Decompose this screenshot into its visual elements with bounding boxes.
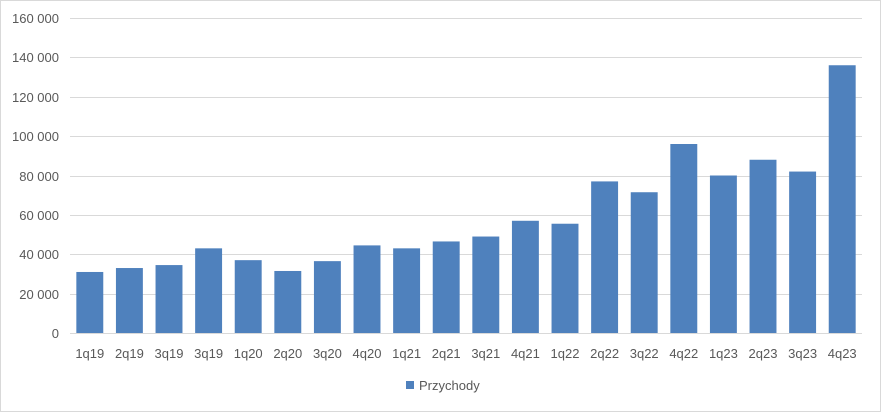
bar-1q21 — [393, 248, 421, 333]
x-tick-label: 3q19 — [194, 346, 223, 361]
y-tick-label: 60 000 — [19, 208, 59, 223]
y-tick-label: 120 000 — [12, 90, 59, 105]
gridlines — [70, 18, 862, 295]
x-tick-label: 4q22 — [669, 346, 698, 361]
bar-4q23 — [828, 65, 856, 333]
legend: Przychody — [406, 378, 480, 393]
y-tick-label: 140 000 — [12, 50, 59, 65]
x-tick-label: 2q21 — [432, 346, 461, 361]
bar-4q22 — [670, 144, 698, 333]
bar-3q23 — [789, 171, 817, 333]
legend-swatch — [406, 381, 414, 389]
bar-1q22 — [551, 223, 579, 333]
x-tick-label: 4q20 — [353, 346, 382, 361]
x-tick-label: 3q20 — [313, 346, 342, 361]
x-tick-label: 1q23 — [709, 346, 738, 361]
x-tick-label: 3q22 — [630, 346, 659, 361]
x-tick-label: 2q20 — [273, 346, 302, 361]
y-tick-label: 160 000 — [12, 11, 59, 26]
bar-2q22 — [591, 181, 619, 333]
y-tick-label: 20 000 — [19, 287, 59, 302]
x-axis-labels: 1q19 2q19 3q19 3q19 1q20 2q20 3q20 4q20 1q21 2q21… — [75, 346, 856, 361]
bar-2q20 — [274, 270, 302, 333]
y-tick-label: 80 000 — [19, 169, 59, 184]
bar-1q20 — [234, 260, 262, 333]
x-tick-label: 2q22 — [590, 346, 619, 361]
x-tick-label: 3q19 — [155, 346, 184, 361]
bar-4q20 — [353, 245, 381, 333]
bar-3q21 — [472, 236, 500, 333]
x-tick-label: 1q20 — [234, 346, 263, 361]
x-tick-label: 1q21 — [392, 346, 421, 361]
bar-3q20 — [313, 261, 341, 333]
bars — [76, 65, 856, 333]
y-axis-labels: 0 20 000 40 000 60 000 80 000 100 000 120 000 1… — [12, 11, 59, 341]
y-tick-label: 0 — [52, 326, 59, 341]
bar-3q22 — [630, 192, 658, 333]
x-tick-label: 3q23 — [788, 346, 817, 361]
x-tick-label: 3q21 — [471, 346, 500, 361]
bar-3q19 — [195, 248, 223, 333]
x-tick-label: 4q23 — [828, 346, 857, 361]
bar-2q23 — [749, 159, 777, 333]
bar-2q19 — [115, 268, 143, 333]
x-tick-label: 1q22 — [551, 346, 580, 361]
y-tick-label: 40 000 — [19, 247, 59, 262]
y-tick-label: 100 000 — [12, 129, 59, 144]
x-tick-label: 2q19 — [115, 346, 144, 361]
bar-1q19 — [76, 271, 104, 333]
x-tick-label: 1q19 — [75, 346, 104, 361]
x-tick-label: 4q21 — [511, 346, 540, 361]
bar-3q19 — [155, 265, 183, 333]
bar-4q21 — [511, 220, 539, 333]
bar-1q23 — [709, 175, 737, 333]
x-tick-label: 2q23 — [749, 346, 778, 361]
bar-2q21 — [432, 241, 460, 333]
legend-label: Przychody — [419, 378, 480, 393]
